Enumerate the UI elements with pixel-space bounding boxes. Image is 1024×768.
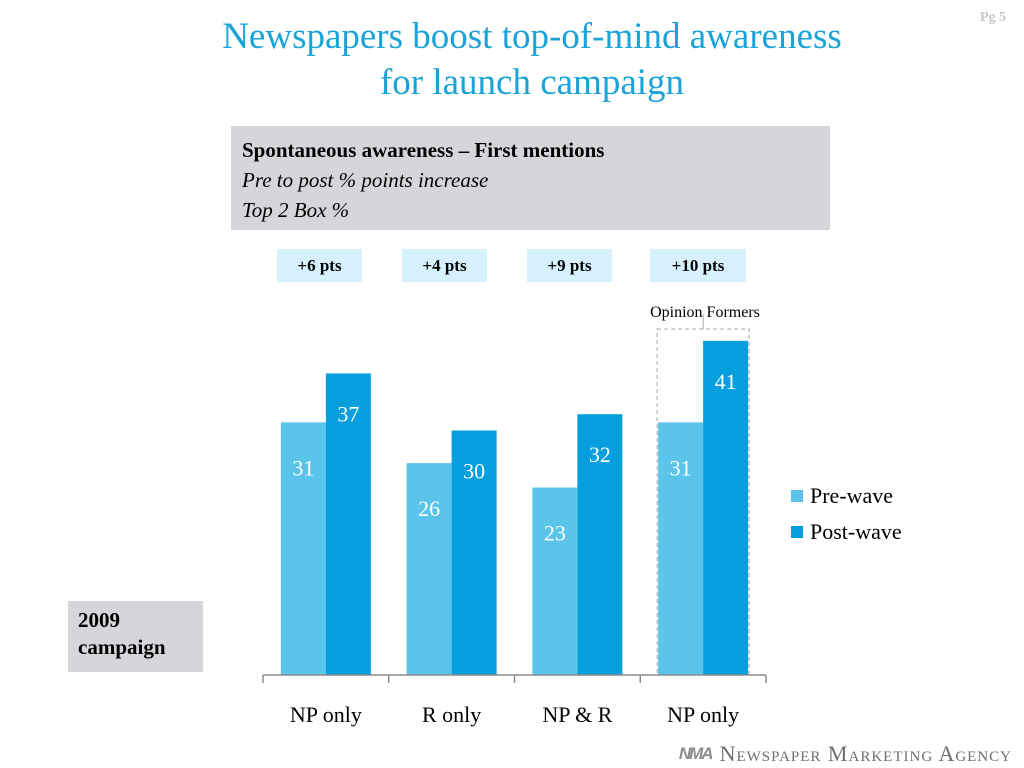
- year-box: 2009 campaign: [68, 601, 203, 672]
- legend-swatch-post-wave: [791, 526, 803, 538]
- pre-wave-bar: [406, 463, 452, 675]
- brand-logo: NMA: [678, 744, 714, 763]
- data-label: 30: [463, 459, 485, 484]
- increase-badge: +10 pts: [650, 249, 746, 282]
- pre-wave-bar: [658, 422, 704, 675]
- info-line-2: Pre to post % points increase: [242, 168, 489, 192]
- data-label: 41: [715, 369, 737, 394]
- data-label: 31: [670, 455, 692, 480]
- legend-label-post-wave: Post-wave: [810, 519, 902, 544]
- post-wave-bar: [577, 414, 623, 675]
- category-label: R only: [422, 702, 481, 727]
- pre-wave-bar: [280, 422, 326, 675]
- title-line-1: Newspapers boost top-of-mind awareness: [222, 16, 842, 57]
- page-number: Pg 5: [979, 10, 1006, 25]
- increase-badge: +6 pts: [277, 249, 362, 282]
- info-box: Spontaneous awareness – First mentions P…: [231, 126, 830, 230]
- pre-wave-bar: [532, 487, 578, 675]
- category-label: NP & R: [542, 702, 612, 727]
- year-line-1: 2009: [78, 608, 120, 632]
- category-label: NP only: [667, 702, 739, 727]
- chart-title: Newspapers boost top-of-mind awareness f…: [140, 14, 924, 106]
- data-label: 23: [544, 521, 566, 546]
- post-wave-bar: [451, 430, 497, 675]
- data-label: 37: [337, 401, 359, 426]
- highlight-label: Opinion Formers: [650, 304, 760, 321]
- year-line-2: campaign: [78, 635, 166, 659]
- data-label: 31: [292, 455, 314, 480]
- category-label: NP only: [290, 702, 362, 727]
- post-wave-bar: [703, 340, 749, 675]
- info-line-3: Top 2 Box %: [242, 198, 350, 222]
- legend-swatch-pre-wave: [791, 490, 803, 502]
- data-label: 32: [589, 442, 611, 467]
- increase-badge: +9 pts: [527, 249, 612, 282]
- brand-name: Newspaper Marketing Agency: [719, 741, 1012, 766]
- title-line-2: for launch campaign: [379, 62, 685, 103]
- data-label: 26: [418, 496, 440, 521]
- legend-label-pre-wave: Pre-wave: [810, 483, 893, 508]
- post-wave-bar: [325, 373, 371, 675]
- increase-badge: +4 pts: [402, 249, 487, 282]
- brand-footer: NMA Newspaper Marketing Agency: [679, 741, 1012, 767]
- info-line-1: Spontaneous awareness – First mentions: [242, 138, 605, 162]
